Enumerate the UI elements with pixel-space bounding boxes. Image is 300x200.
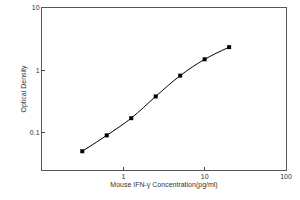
svg-text:100: 100 [280, 173, 292, 180]
svg-text:1: 1 [121, 173, 125, 180]
svg-text:1: 1 [36, 67, 40, 74]
svg-text:10: 10 [32, 4, 40, 11]
svg-text:0.1: 0.1 [30, 129, 40, 136]
svg-text:Mouse IFN-γ Concentration(pg/m: Mouse IFN-γ Concentration(pg/ml) [110, 181, 217, 189]
svg-text:Optical Density: Optical Density [20, 65, 28, 113]
svg-text:10: 10 [201, 173, 209, 180]
